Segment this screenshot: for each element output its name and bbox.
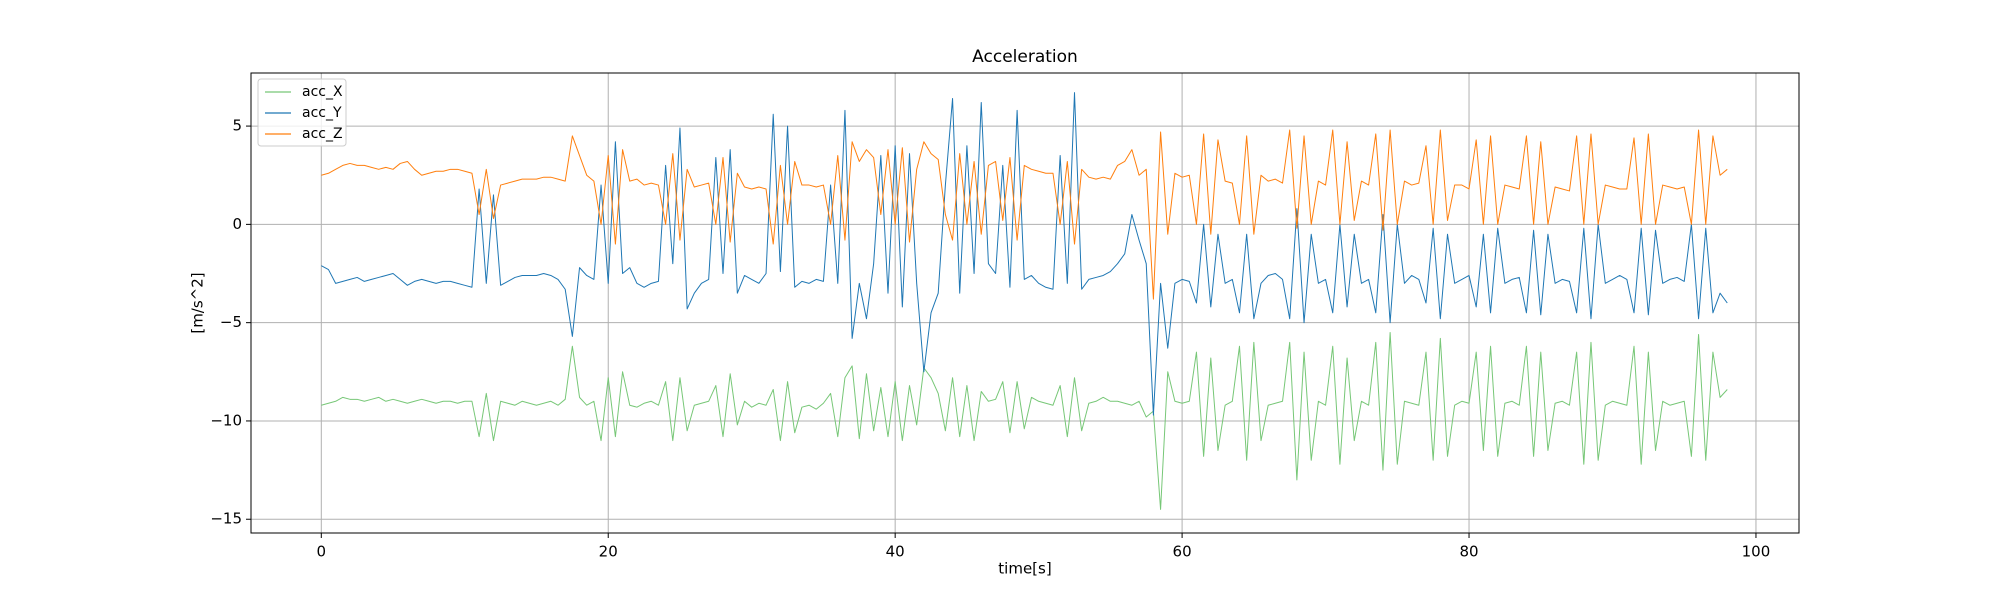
x-tick-label: 40: [886, 543, 905, 561]
y-tick-label: 0: [232, 215, 242, 233]
legend-label: acc_Y: [302, 105, 342, 121]
legend-box: [257, 78, 347, 147]
chart-title: Acceleration: [972, 47, 1078, 67]
x-tick-label: 100: [1742, 543, 1771, 561]
legend-label: acc_Z: [302, 126, 343, 142]
x-tick-label: 20: [599, 543, 618, 561]
y-axis-label: [m/s^2]: [189, 272, 207, 333]
x-tick-label: 60: [1173, 543, 1192, 561]
y-tick-label: 5: [232, 117, 242, 135]
y-tick-label: −15: [210, 510, 242, 528]
series-line: [321, 331, 1728, 510]
legend: acc_X acc_Y acc_Z: [257, 78, 347, 147]
plot-area: [321, 92, 1728, 510]
legend-label: acc_X: [302, 84, 343, 100]
y-tick-label: −5: [220, 313, 242, 331]
x-axis-label: time[s]: [998, 560, 1051, 578]
x-tick-label: 80: [1459, 543, 1478, 561]
series-line: [321, 129, 1728, 300]
y-tick-label: −10: [210, 411, 242, 429]
series-line: [321, 92, 1728, 416]
axes-frame: [250, 72, 1800, 534]
x-tick-label: 0: [317, 543, 327, 561]
